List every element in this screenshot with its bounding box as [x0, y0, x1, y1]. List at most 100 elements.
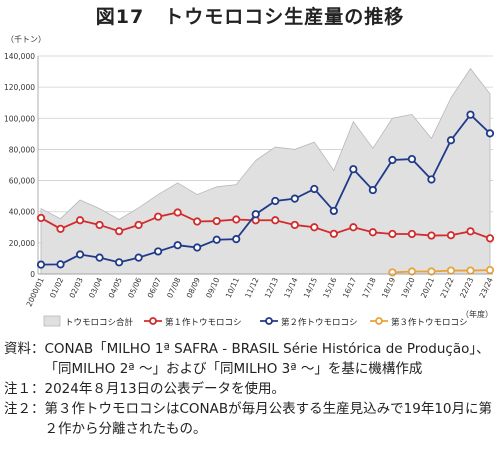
data-point: [154, 212, 163, 221]
data-point: [193, 217, 202, 226]
data-point: [193, 243, 202, 252]
data-point: [310, 223, 319, 232]
data-point: [485, 234, 495, 243]
data-point: [349, 223, 358, 232]
x-tick-label: 14/15: [302, 276, 319, 300]
y-tick-label: 40,000: [9, 208, 35, 217]
legend-label: トウモロコシ合計: [65, 317, 134, 328]
data-point: [271, 196, 280, 206]
note-text: 第３作トウモロコシはCONABが毎月公表する生産見込みで19年10月に第２作から…: [44, 401, 493, 437]
series-lines: [36, 110, 495, 277]
data-point: [134, 220, 143, 230]
data-point: [36, 213, 46, 223]
data-point: [388, 268, 397, 277]
legend-label: 第３作トウモロコシ: [391, 317, 468, 328]
x-tick-label: 06/07: [146, 276, 163, 300]
note-2: 注２： 第３作トウモロコシはCONABが毎月公表する生産見込みで19年10月に第…: [4, 399, 496, 439]
x-unit-label: （年度）: [461, 309, 493, 319]
x-tick-label: 07/08: [165, 276, 182, 300]
notes: 資料： CONAB「MILHO 1ª SAFRA - BRASIL Série …: [4, 339, 496, 439]
x-tick-label: 16/17: [341, 276, 358, 300]
data-point: [251, 210, 260, 219]
x-tick-label: 20/21: [419, 276, 436, 300]
data-point: [485, 129, 495, 138]
legend-swatch-marker: [375, 317, 383, 325]
legend-swatch-marker: [265, 317, 273, 325]
note-label: 注２：: [4, 401, 45, 417]
x-tick-label: 21/22: [438, 276, 455, 300]
data-point: [368, 228, 377, 237]
x-tick-label: 15/16: [321, 276, 338, 300]
total-area: [40, 67, 491, 275]
x-tick-label: 01/02: [48, 276, 65, 300]
y-tick-label: 100,000: [4, 114, 35, 123]
data-point: [75, 250, 85, 259]
data-point: [212, 235, 221, 244]
x-tick-label: 08/09: [185, 276, 202, 300]
data-point: [134, 253, 143, 262]
data-point: [56, 260, 65, 269]
x-tick-label: 10/11: [224, 276, 241, 300]
x-axis: 2000/01 01/02 02/03 03/04 04/05 05/06 06/07 07/…: [24, 273, 495, 308]
data-point: [427, 231, 436, 240]
data-point: [466, 110, 475, 119]
data-point: [173, 208, 182, 217]
y-tick-label: 140,000: [4, 52, 35, 61]
legend-swatch-area: [43, 315, 61, 327]
legend-label: 第１作トウモロコシ: [165, 317, 242, 328]
x-tick-label: 11/12: [243, 276, 260, 300]
x-tick-label: 17/18: [360, 276, 377, 300]
x-tick-label: 05/06: [126, 276, 143, 300]
y-tick-label: 20,000: [9, 239, 35, 248]
x-tick-label: 02/03: [68, 276, 85, 300]
y-tick-label: 120,000: [4, 83, 35, 92]
data-point: [36, 260, 46, 269]
production-chart: （千トン） 0 20,000 40,000 60,000 80,000 100,000 120…: [4, 34, 495, 328]
data-point: [271, 216, 280, 225]
data-point: [446, 136, 456, 145]
data-point: [114, 227, 124, 236]
data-point: [407, 154, 417, 164]
data-point: [485, 266, 495, 275]
y-unit-label: （千トン）: [6, 34, 46, 44]
data-point: [349, 165, 358, 174]
note-label: 注１：: [4, 381, 45, 397]
x-tick-label: 22/23: [458, 276, 475, 300]
x-tick-label: 2000/01: [24, 276, 45, 308]
note-label: 資料：: [4, 341, 45, 357]
data-point: [446, 266, 456, 275]
data-point: [290, 194, 299, 203]
x-tick-label: 13/14: [282, 276, 299, 300]
note-text: 2024年８月13日の公表データを使用。: [44, 381, 286, 397]
y-tick-label: 60,000: [9, 177, 35, 186]
x-tick-label: 04/05: [107, 276, 124, 300]
data-point: [56, 224, 65, 233]
x-tick-label: 03/04: [87, 276, 104, 300]
data-point: [290, 220, 299, 230]
data-point: [95, 220, 104, 230]
x-tick-label: 23/24: [478, 276, 495, 300]
note-1: 注１： 2024年８月13日の公表データを使用。: [4, 379, 496, 399]
data-point: [407, 229, 417, 239]
data-point: [329, 229, 338, 238]
data-point: [173, 241, 182, 250]
data-point: [466, 266, 475, 275]
x-tick-label: 09/10: [204, 276, 221, 300]
data-point: [212, 216, 221, 226]
data-point: [388, 155, 397, 165]
data-point: [427, 267, 436, 276]
legend: トウモロコシ合計 第１作トウモロコシ 第２作トウモロコシ 第３作トウモロコシ（年度）: [43, 309, 493, 328]
chart-title: 図17 トウモロコシ生産量の推移: [95, 6, 405, 28]
data-point: [427, 175, 436, 184]
note-source: 資料： CONAB「MILHO 1ª SAFRA - BRASIL Série …: [4, 339, 496, 379]
legend-label: 第２作トウモロコシ: [281, 317, 358, 328]
data-point: [368, 185, 377, 195]
data-point: [407, 267, 417, 276]
y-tick-label: 80,000: [9, 145, 35, 154]
data-point: [232, 235, 241, 244]
x-tick-label: 19/20: [399, 276, 416, 300]
data-point: [114, 258, 124, 267]
data-point: [446, 231, 456, 240]
data-point: [310, 184, 319, 194]
y-tick-label: 0: [30, 270, 35, 279]
